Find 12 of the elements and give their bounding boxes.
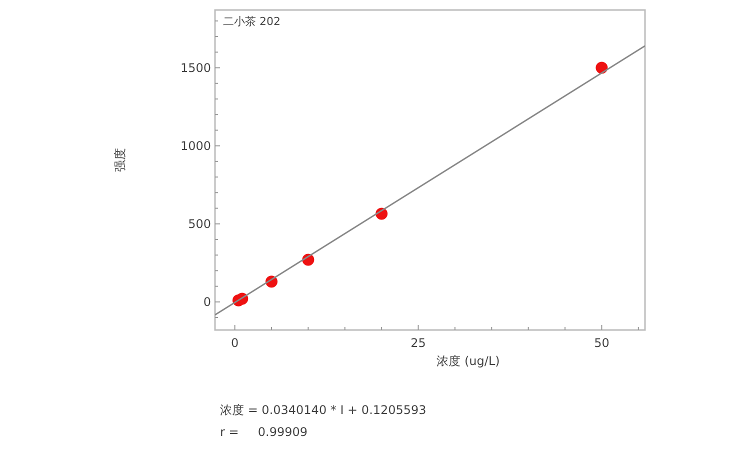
- x-tick-label: 25: [410, 336, 426, 350]
- x-tick-label: 0: [230, 336, 239, 350]
- x-tick-label: 50: [594, 336, 610, 350]
- y-tick-label: 500: [188, 216, 211, 231]
- y-tick-label: 1500: [180, 60, 211, 75]
- x-axis-title: 浓度 (ug/L): [436, 354, 500, 368]
- text: 二小茶 202: [223, 15, 280, 28]
- y-tick-label: 0: [203, 294, 211, 309]
- y-axis-title: 强度: [113, 148, 127, 172]
- text: r = 0.99909: [220, 425, 308, 439]
- text: 浓度 = 0.0340140 * I + 0.1205593: [220, 403, 426, 417]
- y-tick-label: 1000: [180, 138, 211, 153]
